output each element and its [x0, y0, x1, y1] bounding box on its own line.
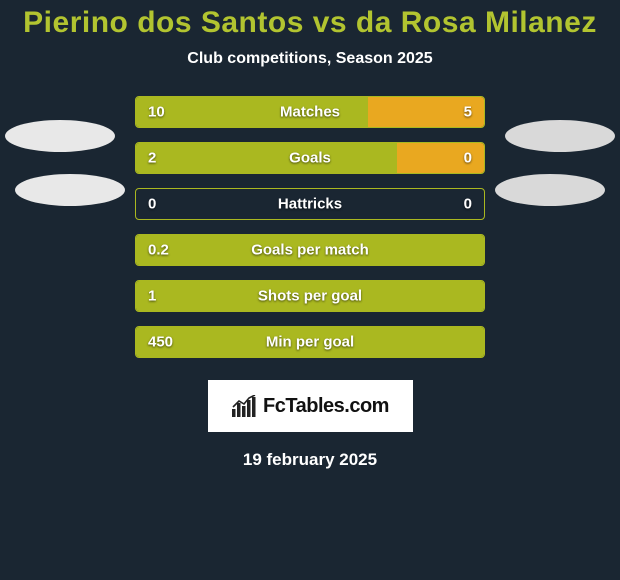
- logo-text: FcTables.com: [263, 395, 389, 418]
- stat-label: Shots per goal: [258, 288, 362, 305]
- stat-label: Goals per match: [251, 242, 369, 259]
- stat-row: 0.2 Goals per match: [135, 234, 485, 266]
- stat-row: 10 Matches 5: [135, 96, 485, 128]
- comparison-chart: 10 Matches 5 2 Goals 0 0 Hattricks 0 0.2 Goals per…: [0, 96, 620, 358]
- stat-row: 1 Shots per goal: [135, 280, 485, 312]
- stat-row: 450 Min per goal: [135, 326, 485, 358]
- stat-value-left: 1: [148, 288, 156, 305]
- stat-label: Matches: [280, 104, 340, 121]
- stat-label: Min per goal: [266, 334, 354, 351]
- stat-value-right: 0: [464, 150, 472, 167]
- page-title: Pierino dos Santos vs da Rosa Milanez: [0, 0, 620, 40]
- stat-bar-left: [136, 143, 397, 173]
- stat-row: 0 Hattricks 0: [135, 188, 485, 220]
- logo-box: FcTables.com: [208, 380, 413, 432]
- stat-value-left: 0.2: [148, 242, 169, 259]
- stat-value-left: 10: [148, 104, 165, 121]
- stat-value-left: 450: [148, 334, 173, 351]
- stat-value-right: 0: [464, 196, 472, 213]
- stat-label: Hattricks: [278, 196, 342, 213]
- chart-rows: 10 Matches 5 2 Goals 0 0 Hattricks 0 0.2 Goals per…: [135, 96, 485, 358]
- stat-value-left: 2: [148, 150, 156, 167]
- stat-label: Goals: [289, 150, 331, 167]
- date-text: 19 february 2025: [0, 450, 620, 470]
- barchart-icon: [231, 395, 257, 417]
- subtitle: Club competitions, Season 2025: [0, 50, 620, 68]
- player-oval-left: [5, 120, 115, 152]
- player-oval-right: [505, 120, 615, 152]
- stat-row: 2 Goals 0: [135, 142, 485, 174]
- stat-value-left: 0: [148, 196, 156, 213]
- player-oval-right: [495, 174, 605, 206]
- stat-value-right: 5: [464, 104, 472, 121]
- player-oval-left: [15, 174, 125, 206]
